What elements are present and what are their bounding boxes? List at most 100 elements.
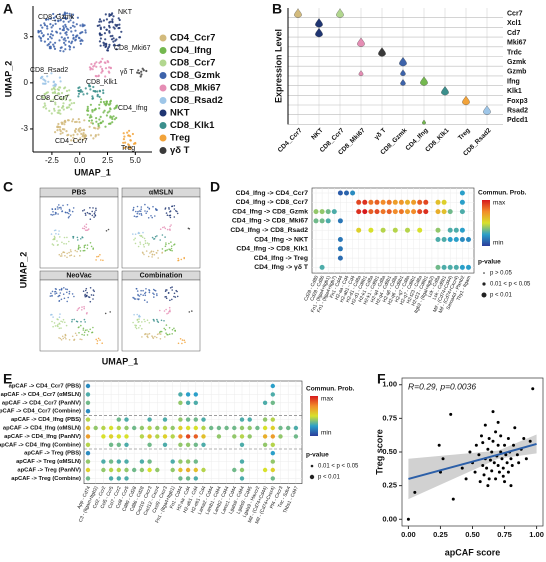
cell-point — [86, 329, 88, 331]
point — [487, 477, 491, 481]
dot — [270, 434, 275, 439]
cell-point — [168, 333, 171, 336]
cell-point — [168, 306, 171, 309]
cell-point — [86, 334, 89, 336]
cell-point — [153, 296, 155, 298]
cell-point — [68, 240, 70, 243]
point — [491, 439, 495, 443]
cluster-label: CD4_Ifng — [118, 105, 148, 112]
dot — [132, 425, 137, 431]
cell-point — [58, 322, 61, 325]
cell-point — [145, 69, 148, 73]
dot — [85, 400, 91, 405]
cell-point — [83, 331, 86, 334]
cell-point — [67, 93, 70, 97]
cell-point — [111, 121, 114, 124]
dot — [270, 467, 275, 473]
cell-point — [101, 69, 104, 72]
cell-point — [166, 214, 169, 216]
cell-point — [98, 32, 101, 36]
dot — [139, 434, 145, 439]
cell-point — [64, 23, 67, 26]
point — [441, 457, 445, 461]
cell-point — [145, 212, 147, 214]
cell-point — [68, 40, 71, 43]
cell-point — [161, 248, 164, 250]
cell-point — [70, 250, 72, 253]
dot — [101, 434, 106, 439]
dot — [286, 425, 291, 431]
cell-point — [135, 324, 138, 327]
cell-point — [53, 213, 55, 216]
cell-point — [96, 93, 99, 96]
cell-point — [155, 336, 158, 339]
dot — [116, 434, 122, 439]
point — [524, 457, 528, 461]
cell-point — [173, 216, 176, 218]
cell-point — [49, 35, 52, 39]
dot — [85, 383, 91, 389]
cell-point — [91, 122, 94, 125]
cell-point — [53, 45, 56, 48]
cell-point — [81, 309, 83, 311]
cell-point — [159, 228, 162, 230]
cell-point — [136, 313, 138, 316]
dot — [423, 209, 429, 215]
cell-point — [132, 296, 134, 299]
cell-point — [89, 300, 92, 303]
cell-point — [81, 25, 84, 28]
dot — [466, 237, 471, 242]
cell-point — [81, 39, 84, 42]
cell-point — [39, 29, 42, 33]
cell-point — [65, 243, 68, 245]
dot — [124, 459, 129, 464]
cell-point — [68, 339, 71, 341]
cell-point — [52, 12, 55, 16]
cell-point — [64, 95, 67, 98]
point — [509, 457, 513, 461]
cell-point — [92, 294, 95, 297]
legend-dot — [483, 272, 485, 274]
cell-point — [132, 233, 134, 235]
cell-point — [40, 95, 44, 98]
cell-point — [95, 209, 97, 211]
dot — [247, 417, 252, 422]
cell-point — [177, 342, 180, 345]
cell-point — [97, 133, 100, 136]
point — [496, 443, 500, 447]
cluster-label: CD8_Ccr7 — [36, 95, 69, 102]
cell-point — [164, 236, 166, 238]
cell-point — [98, 20, 101, 23]
cell-point — [92, 326, 94, 329]
cell-point — [141, 321, 143, 323]
cell-point — [91, 331, 94, 334]
cell-point — [57, 325, 59, 328]
dot — [162, 434, 168, 439]
point — [503, 443, 507, 447]
cell-point — [128, 129, 131, 132]
cell-point — [129, 139, 132, 142]
cluster-label: CD8_Mki67 — [114, 45, 151, 52]
y-tick-label: 0.75 — [382, 413, 397, 422]
cell-point — [92, 298, 94, 300]
cell-point — [102, 111, 105, 114]
cell-point — [160, 330, 163, 333]
cell-point — [52, 316, 54, 318]
violin — [441, 86, 449, 96]
dot — [170, 434, 175, 439]
cell-point — [60, 320, 62, 323]
cell-point — [127, 134, 130, 137]
cell-point — [68, 48, 71, 51]
cell-point — [115, 38, 118, 41]
cell-point — [164, 250, 166, 252]
cell-point — [163, 327, 165, 330]
cell-point — [89, 287, 92, 289]
cell-point — [170, 241, 172, 243]
row-label: apCAF -> Treg (Combine) — [11, 476, 81, 482]
cell-point — [140, 208, 142, 210]
cell-point — [138, 316, 140, 318]
cell-point — [155, 207, 157, 210]
dot — [101, 459, 106, 464]
dot — [147, 434, 152, 439]
cell-point — [91, 210, 93, 213]
